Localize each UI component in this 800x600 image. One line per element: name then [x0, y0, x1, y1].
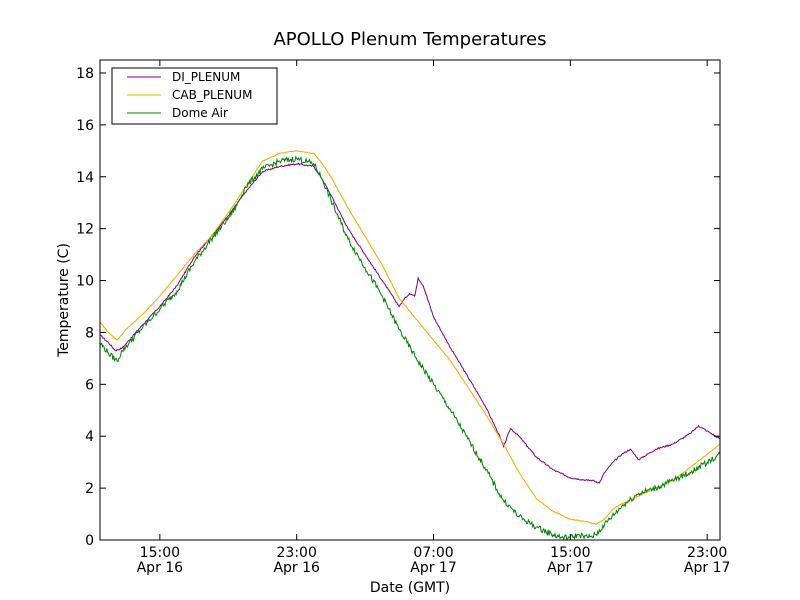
plot-frame	[99, 59, 721, 541]
x-axis-title: Date (GMT)	[370, 580, 450, 596]
y-tick-label: 0	[85, 533, 94, 549]
x-tick-label-time: 23:00	[277, 545, 317, 561]
x-tick-label-date: Apr 17	[684, 560, 730, 576]
chart-title: APOLLO Plenum Temperatures	[273, 29, 546, 50]
x-tick-label-time: 15:00	[140, 545, 180, 561]
x-tick-label-time: 23:00	[687, 545, 727, 561]
series-layer	[100, 150, 720, 540]
legend-label-dome-air: Dome Air	[172, 106, 228, 120]
x-tick-label-date: Apr 17	[410, 560, 456, 576]
x-tick-label-date: Apr 16	[273, 560, 320, 576]
y-tick-label: 18	[76, 66, 94, 82]
legend-label-di-plenum: DI_PLENUM	[172, 70, 240, 84]
y-tick-label: 2	[85, 481, 94, 497]
x-tick-label-time: 07:00	[413, 545, 453, 561]
y-axis: 0 2 4 6 8 10 12 14 16 18	[76, 66, 720, 549]
y-tick-label: 10	[76, 274, 94, 290]
y-tick-label: 8	[85, 325, 94, 341]
series-line-di-plenum	[100, 162, 720, 484]
legend-label-cab-plenum: CAB_PLENUM	[172, 88, 252, 102]
series-line-dome-air	[100, 155, 720, 540]
x-tick-label-date: Apr 16	[137, 560, 184, 576]
plot-area	[100, 60, 720, 540]
x-tick-label-time: 15:00	[550, 545, 590, 561]
y-axis-title: Temperature (C)	[56, 243, 72, 358]
y-tick-label: 4	[85, 429, 94, 445]
y-tick-label: 16	[76, 118, 94, 134]
legend: DI_PLENUM CAB_PLENUM Dome Air	[111, 67, 278, 125]
x-tick-label-date: Apr 17	[547, 560, 593, 576]
series-line-cab-plenum	[100, 150, 720, 525]
y-tick-label: 6	[85, 377, 94, 393]
y-tick-label: 14	[76, 170, 94, 186]
y-tick-label: 12	[76, 222, 94, 238]
